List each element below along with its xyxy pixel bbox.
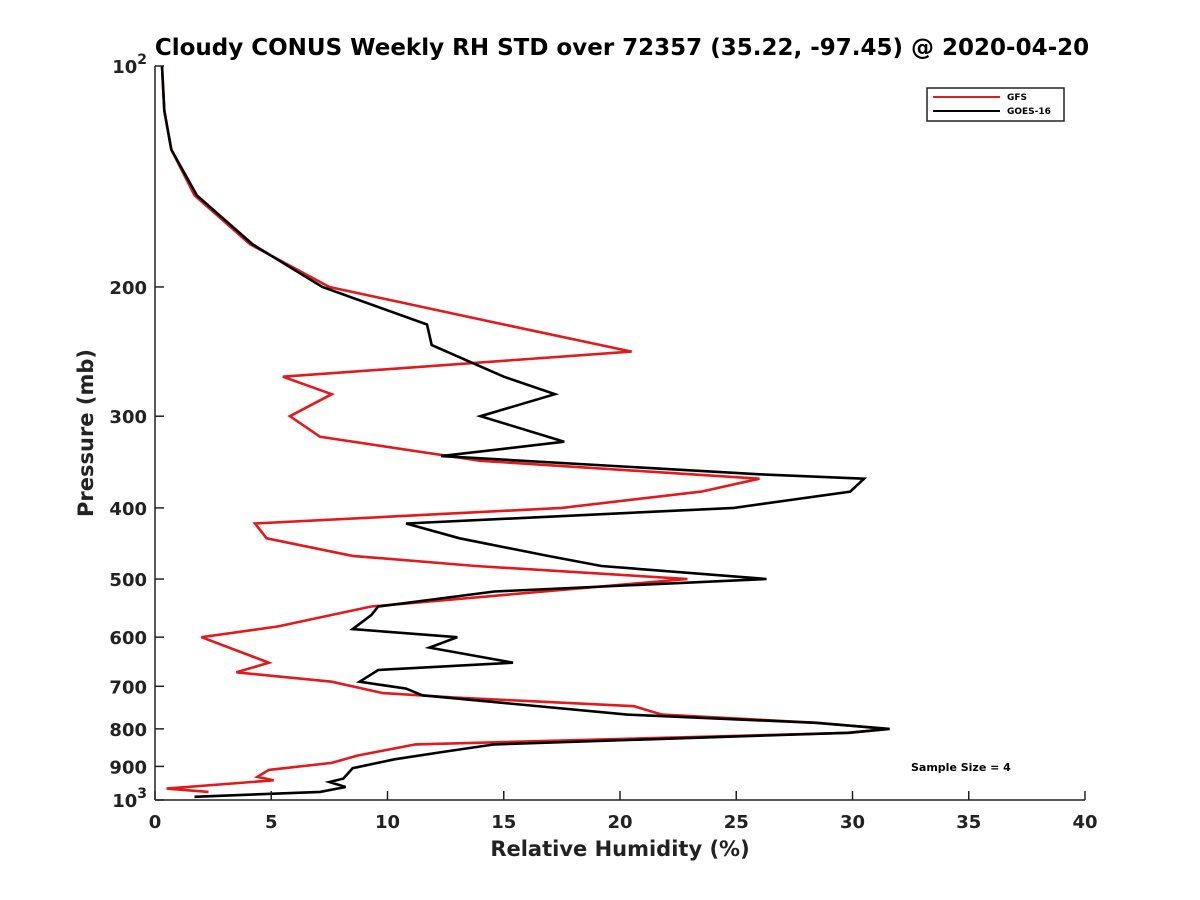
legend-goes16-label: GOES-16 <box>1007 107 1051 117</box>
sample-size-annotation: Sample Size = 4 <box>911 761 1011 774</box>
y-tick-label: 500 <box>109 570 147 591</box>
x-tick-label: 40 <box>1072 812 1097 833</box>
x-tick-label: 20 <box>607 812 632 833</box>
x-tick-label: 30 <box>840 812 865 833</box>
y-tick-label: 103 <box>112 786 147 812</box>
x-axis-label: Relative Humidity (%) <box>490 837 749 861</box>
x-tick-label: 10 <box>375 812 400 833</box>
y-tick-label: 102 <box>112 52 147 78</box>
x-tick-label: 0 <box>149 812 162 833</box>
y-tick-label: 800 <box>109 720 147 741</box>
x-tick-label: 15 <box>491 812 516 833</box>
legend-gfs-label: GFS <box>1007 93 1027 103</box>
y-ticks: 102 200 300 400 500 600 700 800 900 103 <box>109 52 164 812</box>
y-tick-label: 700 <box>109 677 147 698</box>
x-ticks: 0 5 10 15 20 25 30 35 40 <box>149 791 1098 833</box>
y-tick-label: 600 <box>109 628 147 649</box>
series-line-gfs <box>160 65 888 794</box>
series-line-goes-16 <box>160 65 890 799</box>
y-tick-label: 400 <box>109 499 147 520</box>
y-tick-label: 900 <box>109 757 147 778</box>
axes: 0 5 10 15 20 25 30 35 40 102 200 300 400 500 600 700 80… <box>109 52 1097 833</box>
chart-title: Cloudy CONUS Weekly RH STD over 72357 (3… <box>155 35 1089 61</box>
y-axis-label: Pressure (mb) <box>74 349 98 517</box>
x-tick-label: 35 <box>956 812 981 833</box>
x-tick-label: 25 <box>724 812 749 833</box>
legend-box <box>926 87 1065 122</box>
y-tick-label: 300 <box>109 407 147 428</box>
y-tick-label: 200 <box>109 278 147 299</box>
legend: GFS GOES-16 <box>926 87 1065 122</box>
plot-lines <box>160 65 890 799</box>
x-tick-label: 5 <box>265 812 278 833</box>
